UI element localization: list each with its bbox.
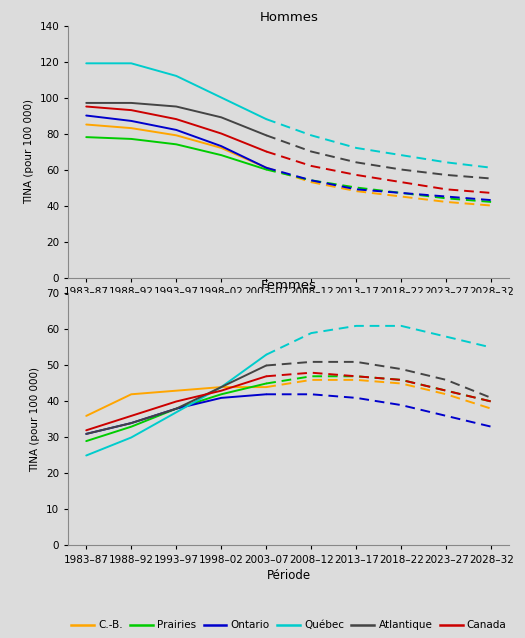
Title: Femmes: Femmes <box>261 279 317 292</box>
Legend: C.-B., Prairies, Ontario, Québec, Atlantique, Canada: C.-B., Prairies, Ontario, Québec, Atlant… <box>67 616 511 635</box>
X-axis label: Période: Période <box>267 300 311 314</box>
X-axis label: Période: Période <box>267 568 311 582</box>
Y-axis label: TINA (pour 100 000): TINA (pour 100 000) <box>24 99 34 204</box>
Title: Hommes: Hommes <box>259 11 318 24</box>
Y-axis label: TINA (pour 100 000): TINA (pour 100 000) <box>30 367 40 472</box>
